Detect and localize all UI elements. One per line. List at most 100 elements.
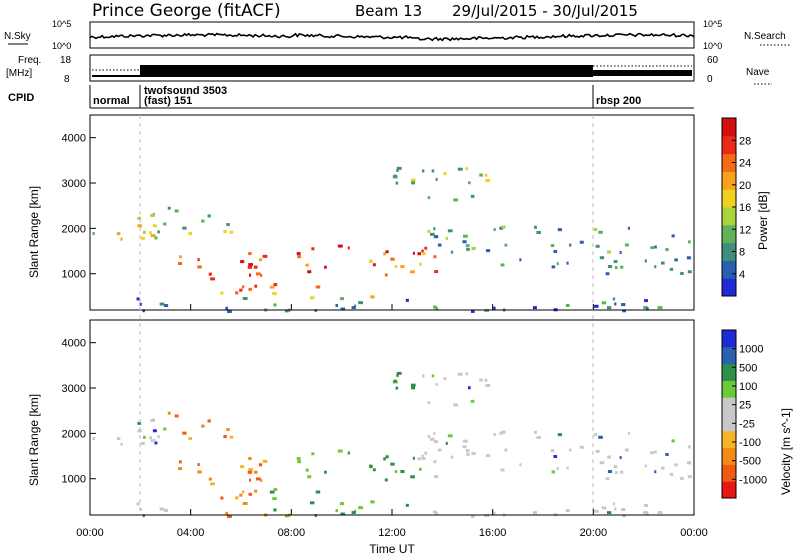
velocity-cell bbox=[660, 466, 665, 470]
power-cell bbox=[116, 232, 121, 236]
power-cell bbox=[427, 196, 431, 200]
velocity-cell bbox=[534, 430, 537, 434]
power-cell bbox=[210, 277, 215, 281]
power-cell bbox=[178, 255, 182, 259]
power-cell bbox=[396, 168, 399, 172]
velocity-cell bbox=[197, 470, 202, 474]
power-cell bbox=[606, 306, 612, 310]
velocity-cell bbox=[421, 454, 424, 458]
velocity-cell bbox=[614, 471, 618, 475]
power-cell bbox=[579, 240, 584, 244]
velocity-cell bbox=[654, 450, 657, 454]
power-cell bbox=[272, 292, 277, 296]
velocity-cell bbox=[607, 455, 611, 459]
xtick-label: 00:00 bbox=[76, 527, 104, 539]
velocity-cell bbox=[437, 448, 442, 452]
velocity-cell bbox=[253, 470, 258, 474]
nsearch-label: N.Search bbox=[744, 31, 786, 42]
velocity-cell bbox=[644, 464, 647, 468]
nsky-panel bbox=[89, 21, 695, 49]
power-cell bbox=[612, 297, 616, 301]
power-cell bbox=[500, 263, 505, 267]
velocity-cell bbox=[601, 506, 607, 510]
colorbar-tick-label: 16 bbox=[739, 202, 751, 214]
power-cell bbox=[227, 309, 232, 313]
power-cell bbox=[372, 263, 376, 267]
power-cell bbox=[654, 245, 657, 249]
nsky-tick-bottom: 10^0 bbox=[52, 41, 71, 51]
power-cell bbox=[311, 247, 315, 251]
power-cell bbox=[157, 230, 160, 234]
power-cell bbox=[431, 169, 435, 173]
velocity-cell bbox=[220, 496, 224, 500]
velocity-cell bbox=[296, 457, 301, 461]
power-cell bbox=[142, 230, 146, 234]
power-cell bbox=[92, 232, 95, 236]
power-cell bbox=[421, 249, 424, 253]
velocity-cell bbox=[396, 373, 399, 377]
power-cell bbox=[254, 284, 258, 288]
velocity-cell bbox=[607, 470, 613, 474]
velocity-cell bbox=[358, 506, 364, 510]
colorbar-segment bbox=[722, 242, 736, 261]
power-cell bbox=[247, 265, 252, 269]
velocity-cell bbox=[240, 465, 245, 469]
xtick-label: 12:00 bbox=[378, 527, 406, 539]
freq-tick-top: 18 bbox=[60, 55, 72, 66]
power-cell bbox=[235, 291, 239, 295]
velocity-cell bbox=[465, 449, 470, 453]
colorbar-tick-label: 28 bbox=[739, 135, 751, 147]
freq-label: Freq. bbox=[18, 55, 41, 66]
velocity-cell bbox=[599, 461, 605, 465]
xtick-label: 00:00 bbox=[680, 527, 708, 539]
power-cell bbox=[296, 252, 301, 256]
power-cell bbox=[484, 173, 488, 177]
velocity-cell bbox=[429, 437, 435, 441]
cpid-fast: (fast) 151 bbox=[144, 95, 192, 107]
power-cell bbox=[599, 256, 605, 260]
velocity-cell bbox=[248, 468, 253, 472]
power-cell bbox=[419, 262, 422, 266]
velocity-cell bbox=[254, 489, 258, 493]
power-cell bbox=[411, 181, 416, 185]
power-cell bbox=[412, 251, 415, 255]
colorbar-tick-label: 8 bbox=[739, 247, 745, 259]
power-cell bbox=[593, 228, 598, 232]
power-cell bbox=[400, 265, 405, 269]
nsky-series bbox=[89, 32, 695, 42]
velocity-cell bbox=[457, 372, 463, 376]
power-cell bbox=[594, 304, 599, 308]
power-cell bbox=[665, 248, 669, 252]
velocity-cell bbox=[227, 514, 232, 518]
power-cell bbox=[309, 296, 315, 300]
power-cell bbox=[314, 309, 317, 313]
power-cell bbox=[421, 252, 426, 256]
power-cell bbox=[421, 169, 425, 173]
ytick-label: 1000 bbox=[62, 269, 86, 281]
power-cell bbox=[269, 285, 275, 289]
power-cell bbox=[624, 243, 629, 247]
power-ylabel: Slant Range [km] bbox=[27, 186, 41, 278]
colorbar-segment bbox=[722, 153, 736, 172]
nsearch-tick-top: 10^5 bbox=[703, 19, 722, 29]
velocity-cell bbox=[595, 449, 600, 453]
power-cell bbox=[248, 263, 253, 267]
velocity-cell bbox=[229, 435, 234, 439]
velocity-cell bbox=[178, 467, 183, 471]
power-cell bbox=[462, 240, 467, 244]
power-cell bbox=[358, 301, 364, 305]
velocity-cell bbox=[369, 464, 373, 468]
velocity-cell bbox=[568, 448, 572, 452]
nave-tick-bottom: 0 bbox=[707, 74, 713, 85]
colorbar-segment bbox=[722, 278, 736, 297]
power-cell bbox=[614, 302, 617, 306]
velocity-cell bbox=[307, 475, 312, 479]
colorbar-segment bbox=[722, 330, 736, 348]
power-cell bbox=[255, 272, 261, 276]
power-cell bbox=[229, 230, 234, 234]
power-cell bbox=[556, 262, 559, 266]
velocity-cell bbox=[247, 470, 252, 474]
power-cell bbox=[351, 306, 356, 310]
power-cell bbox=[248, 287, 252, 291]
